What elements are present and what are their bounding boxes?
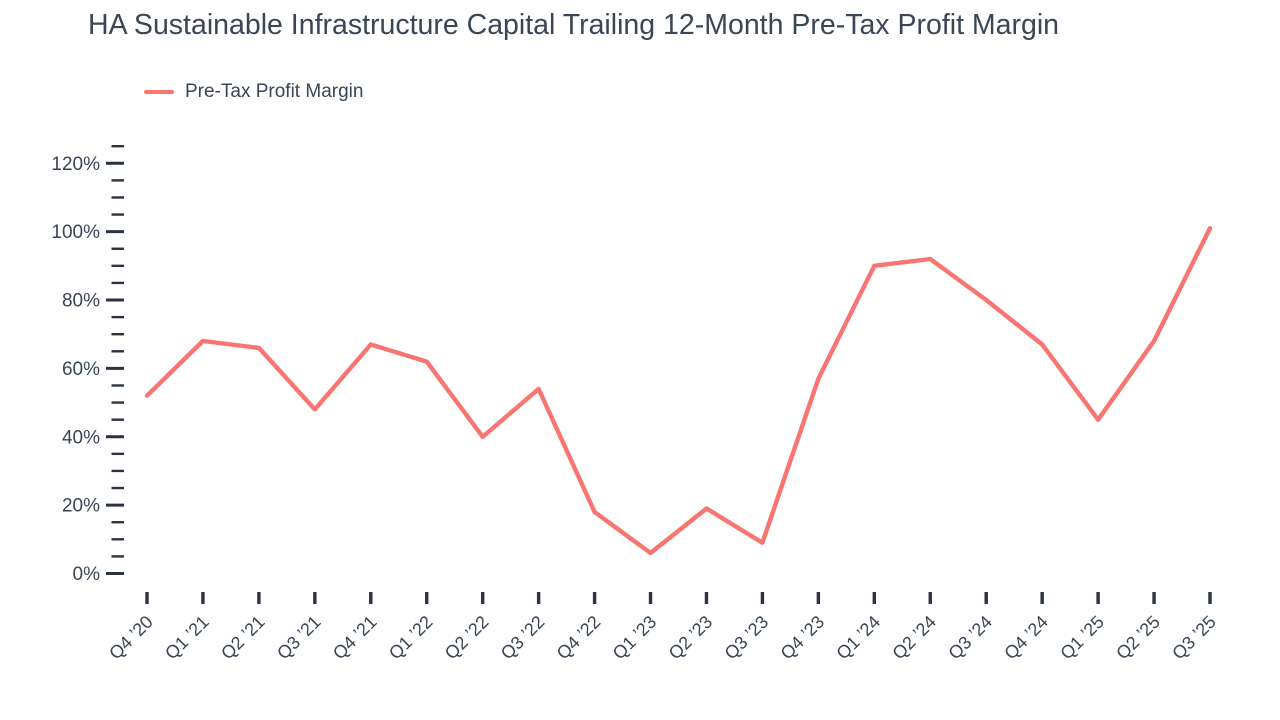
x-axis-tick-label: Q1 ’25 [1056, 612, 1108, 664]
legend-line-marker [144, 89, 174, 95]
x-axis-tick-label: Q1 ’24 [832, 612, 884, 664]
x-axis-tick-label: Q2 ’22 [441, 612, 493, 664]
legend-series-label: Pre-Tax Profit Margin [185, 81, 364, 102]
x-axis-tick-label: Q3 ’21 [273, 612, 325, 664]
profit-margin-line [144, 225, 1213, 556]
y-axis-tick-label: 100% [51, 222, 100, 243]
x-axis-tick-label: Q1 ’21 [161, 612, 213, 664]
x-axis-tick-label: Q4 ’22 [553, 612, 605, 664]
x-axis-tick-label: Q2 ’24 [888, 612, 940, 664]
x-axis-tick-label: Q3 ’23 [721, 612, 773, 664]
x-axis-tick-label: Q2 ’25 [1112, 612, 1164, 664]
x-axis-tick-label: Q1 ’23 [609, 612, 661, 664]
x-axis-tick-label: Q4 ’24 [1000, 612, 1052, 664]
x-axis-tick-label: Q3 ’22 [497, 612, 549, 664]
x-axis-tick-label: Q3 ’24 [944, 612, 996, 664]
x-axis-tick-label: Q4 ’23 [777, 612, 829, 664]
x-axis-tick-label: Q3 ’25 [1168, 612, 1220, 664]
x-axis-tick-label: Q2 ’21 [217, 612, 269, 664]
y-axis-tick-label: 40% [62, 427, 100, 448]
chart-title: HA Sustainable Infrastructure Capital Tr… [88, 9, 1060, 41]
y-axis-tick-label: 80% [62, 291, 100, 312]
y-axis-tick-label: 60% [62, 359, 100, 380]
y-axis-tick-label: 20% [62, 496, 100, 517]
x-axis-tick-label: Q2 ’23 [665, 612, 717, 664]
legend[interactable]: Pre-Tax Profit Margin [144, 81, 363, 103]
y-axis-tick-label: 0% [73, 564, 101, 585]
x-axis-tick-label: Q4 ’20 [105, 612, 157, 664]
x-axis-tick-label: Q4 ’21 [329, 612, 381, 664]
x-axis-tick-label: Q1 ’22 [385, 612, 437, 664]
y-axis-tick-label: 120% [51, 154, 100, 175]
